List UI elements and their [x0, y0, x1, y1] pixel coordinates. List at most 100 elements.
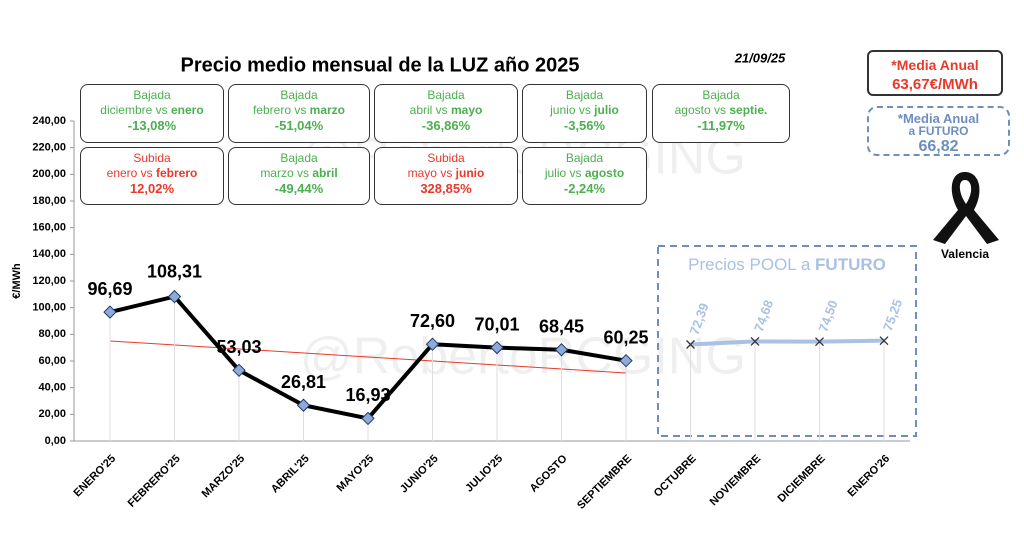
label: Bajada [280, 151, 318, 165]
series-line [690, 338, 885, 347]
marker [619, 353, 633, 368]
x-tick-label: OCTUBRE [652, 453, 699, 500]
marker [167, 289, 182, 304]
x-tick-label: NOVIEMBRE [708, 453, 764, 509]
futuro-box [657, 245, 917, 437]
value: 66,82 [918, 138, 959, 155]
value: 328,85% [420, 181, 472, 196]
watermark: @RobertoRCGING [300, 328, 746, 386]
x-tick-label: MAYO'25 [335, 453, 377, 495]
x-tick-label: AGOSTO [528, 452, 570, 494]
y-tick-label: 240,00 [32, 115, 66, 127]
x-tick-label: DICIEMBRE [776, 453, 828, 505]
media-futuro: *Media Anual a FUTURO 66,82 [867, 106, 1010, 156]
text: abril [312, 166, 338, 180]
y-tick-label: 120,00 [32, 275, 66, 287]
comparison-box: Bajada julio vs agosto -2,24% [522, 147, 647, 205]
futuro-title: Precios POOL a FUTURO [688, 255, 886, 274]
marker [554, 343, 569, 357]
text: julio vs [544, 166, 582, 180]
label: Bajada [565, 151, 604, 165]
y-tick-label: 40,00 [38, 382, 66, 394]
data-label: 70,01 [474, 314, 519, 334]
marker [425, 337, 440, 351]
marker [103, 305, 117, 319]
comparison: junio vs julio [523, 103, 646, 118]
value: -51,04% [274, 118, 324, 133]
x-tick-label: FEBRERO'25 [126, 453, 183, 510]
value: -2,24% [563, 181, 606, 196]
trend-line [109, 340, 627, 374]
data-label: 96,69 [87, 279, 132, 299]
comparison-box: Bajada agosto vs septie. -11,97% [652, 84, 790, 143]
y-tick-label: 20,00 [38, 408, 66, 420]
data-label: 72,60 [410, 311, 455, 331]
text: febrero vs [252, 103, 307, 117]
y-tick-label: 80,00 [38, 328, 66, 340]
value: 63,67€/MWh [892, 76, 978, 93]
text: mayo vs [407, 166, 453, 180]
comparison: enero vs febrero [81, 166, 223, 181]
marker [232, 363, 246, 378]
label: Subida [133, 151, 171, 165]
marker [686, 340, 695, 349]
comparison: julio vs agosto [523, 166, 646, 181]
y-axis-title: €/MWh [11, 263, 23, 299]
text: septie. [729, 103, 768, 117]
marker [879, 336, 889, 346]
data-label: 75,25 [880, 297, 905, 333]
label: *Media Anual [897, 111, 980, 126]
x-tick-label: SEPTIEMBRE [575, 453, 634, 512]
data-label: 26,81 [281, 372, 326, 392]
label: Bajada [702, 88, 740, 102]
value: -36,86% [421, 118, 471, 133]
y-tick-label: 180,00 [32, 195, 66, 207]
x-tick-label: JUNIO'25 [398, 453, 441, 496]
data-label: 74,50 [815, 298, 840, 334]
y-tick-label: 0,00 [45, 435, 66, 447]
y-tick-label: 100,00 [32, 302, 66, 314]
label: *Media Anual [891, 57, 979, 73]
date: 21/09/25 [734, 50, 786, 65]
x-tick-label: MARZO'25 [200, 453, 248, 501]
label: Subida [427, 151, 465, 165]
text: abril vs [409, 103, 448, 117]
comparison-box: Bajada febrero vs marzo -51,04% [228, 84, 370, 143]
comparison: abril vs mayo [375, 103, 517, 118]
y-tick-label: 160,00 [32, 222, 66, 234]
text: enero vs [106, 166, 153, 180]
comparison: agosto vs septie. [653, 103, 789, 118]
data-label: 60,25 [603, 327, 648, 347]
value: 12,02% [129, 181, 175, 196]
text: marzo vs [260, 166, 309, 180]
label: Bajada [280, 88, 318, 102]
marker [750, 336, 760, 346]
value: -13,08% [127, 118, 177, 133]
value: -11,97% [697, 118, 745, 133]
comparison: marzo vs abril [229, 166, 369, 181]
marker [490, 340, 504, 355]
value: -49,44% [274, 181, 324, 196]
comparison-box: Bajada junio vs julio -3,56% [522, 84, 647, 143]
label: Bajada [133, 88, 171, 102]
label: a FUTURO [908, 124, 969, 138]
comparison: febrero vs marzo [229, 103, 369, 118]
y-tick-label: 140,00 [32, 248, 66, 260]
text: agosto [584, 166, 625, 180]
text: diciembre vs [100, 103, 168, 117]
x-tick-label: JULIO'25 [463, 453, 505, 495]
marker [296, 398, 311, 412]
text: mayo [451, 103, 483, 117]
text: marzo [309, 103, 346, 117]
comparison-box: Subida mayo vs junio 328,85% [374, 147, 518, 205]
text: julio [594, 103, 619, 117]
data-label: 53,03 [216, 337, 261, 357]
data-label: 74,68 [751, 298, 776, 334]
comparison-box: Bajada diciembre vs enero -13,08% [80, 84, 224, 143]
data-label: 108,31 [147, 261, 202, 281]
y-tick-label: 60,00 [38, 355, 66, 367]
chart-title: Precio medio mensual de la LUZ año 2025 [180, 54, 579, 76]
x-tick-label: ENERO'26 [846, 453, 893, 500]
x-tick-label: ABRIL'25 [269, 453, 312, 496]
